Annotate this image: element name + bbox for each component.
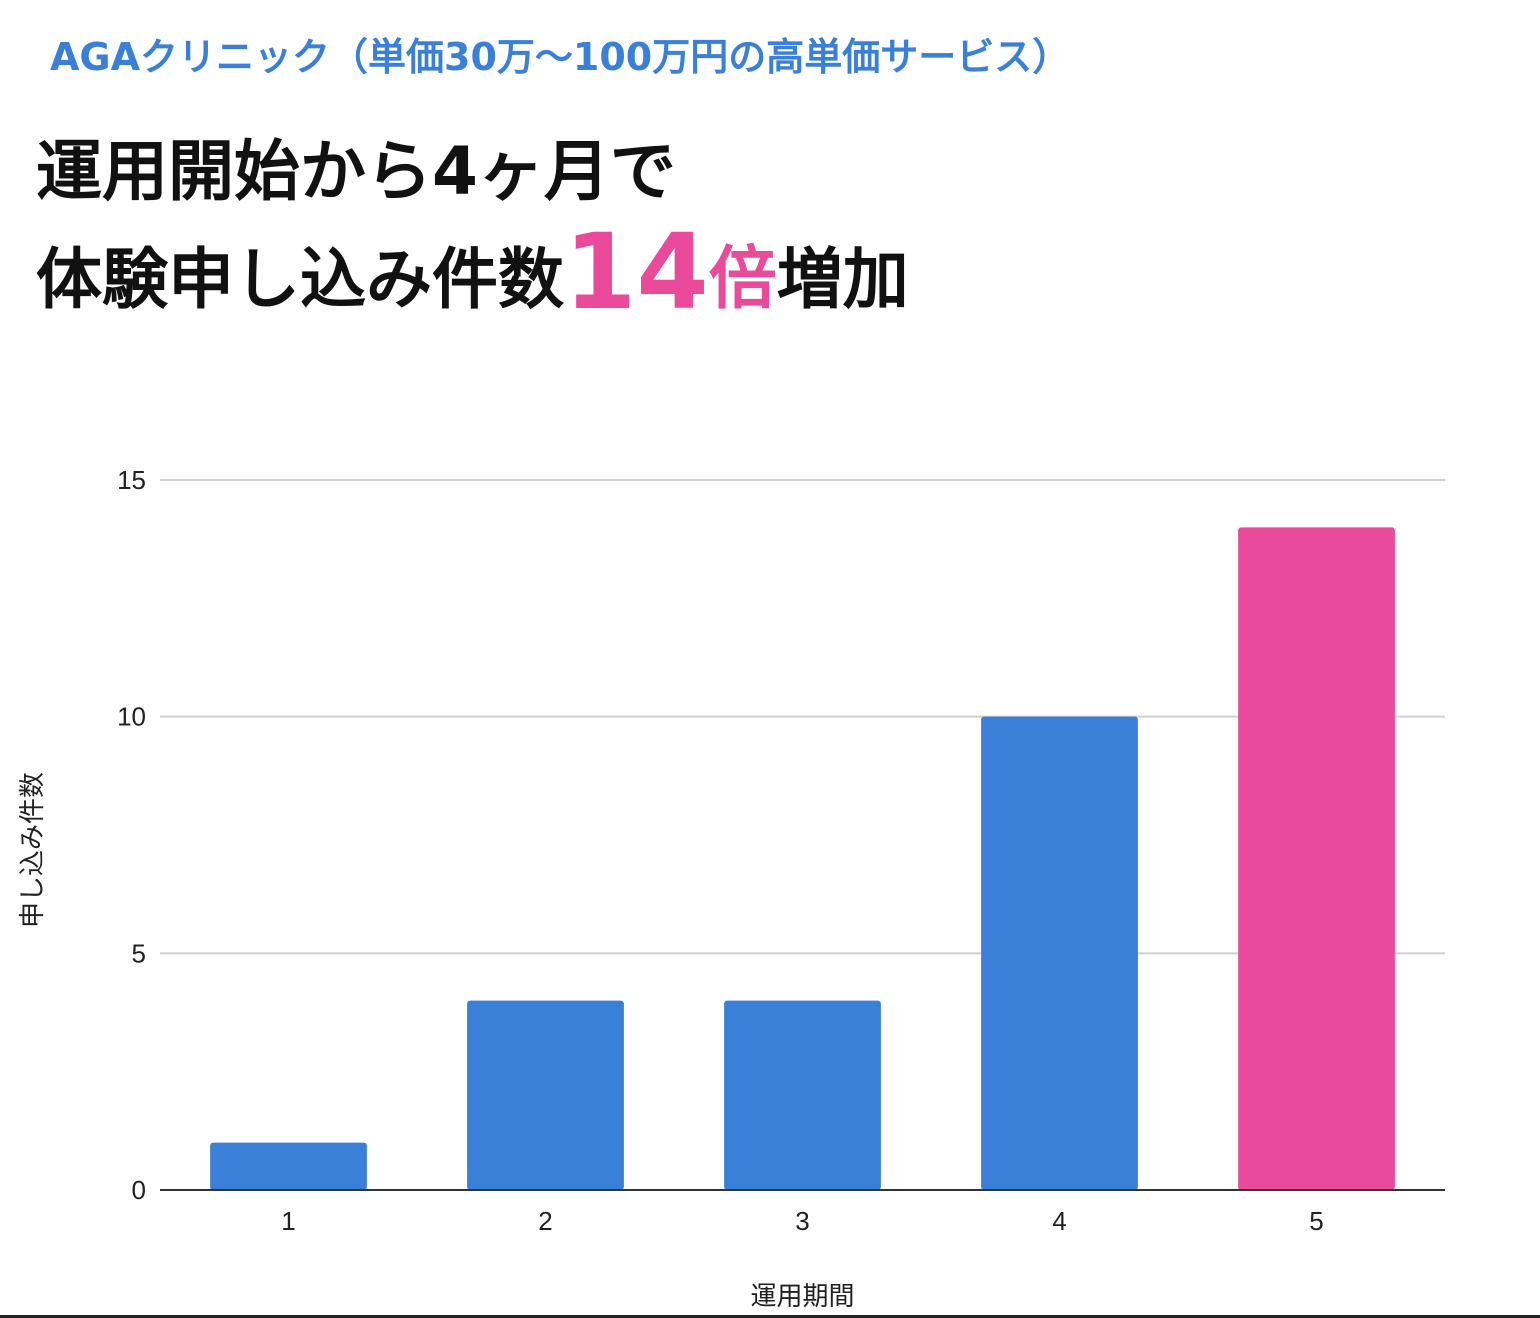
bar-3 xyxy=(724,1000,881,1190)
bar-5 xyxy=(1238,527,1395,1190)
x-tick-label-5: 5 xyxy=(1309,1206,1323,1236)
x-axis-title: 運用期間 xyxy=(750,1282,854,1312)
headline-suffix: 増加 xyxy=(776,241,909,318)
y-axis-title: 申し込み件数 xyxy=(18,772,48,928)
x-tick-label-4: 4 xyxy=(1052,1206,1066,1236)
bar-1 xyxy=(210,1142,367,1190)
y-tick-label-0: 0 xyxy=(132,1175,146,1205)
x-tick-label-1: 1 xyxy=(281,1206,295,1236)
x-tick-label-3: 3 xyxy=(795,1206,809,1236)
x-tick-label-2: 2 xyxy=(538,1206,552,1236)
y-tick-label-10: 10 xyxy=(117,702,146,732)
y-tick-label-5: 5 xyxy=(132,938,146,968)
y-tick-label-15: 15 xyxy=(117,465,146,495)
bar-2 xyxy=(467,1000,624,1190)
headline-line-1: 運用開始から4ヶ月で xyxy=(36,133,676,210)
headline-line-2: 体験申し込み件数14倍増加 xyxy=(36,220,909,330)
headline-prefix: 体験申し込み件数 xyxy=(36,241,564,318)
bottom-rule xyxy=(0,1315,1540,1318)
bar-4 xyxy=(981,716,1138,1190)
highlight-unit: 倍 xyxy=(708,240,777,319)
highlight-number: 14 xyxy=(564,211,709,333)
chart-subtitle: AGAクリニック（単価30万〜100万円の高単価サービス） xyxy=(50,35,1071,79)
